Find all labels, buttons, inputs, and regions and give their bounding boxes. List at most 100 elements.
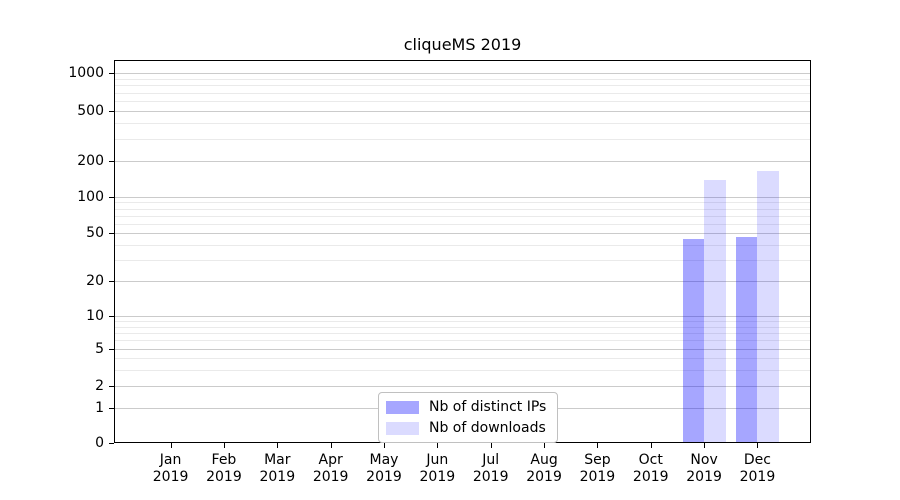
x-tick-year: 2019 — [686, 469, 722, 485]
gridline-major — [114, 349, 811, 350]
x-tick-label-aug: Aug 2019 — [512, 452, 576, 486]
legend-swatch-downloads — [386, 421, 419, 435]
gridline-minor — [114, 78, 811, 80]
x-tick-month: Mar — [264, 452, 291, 468]
x-tick-year: 2019 — [206, 469, 242, 485]
x-tick-year: 2019 — [366, 469, 402, 485]
y-tick-label: 100 — [77, 189, 104, 205]
gridline-major — [114, 316, 811, 317]
y-tick-label: 10 — [86, 308, 104, 324]
x-tick-label-jun: Jun 2019 — [405, 452, 469, 486]
x-tick-year: 2019 — [526, 469, 562, 485]
legend: Nb of distinct IPs Nb of downloads — [378, 392, 559, 443]
y-tick-label: 5 — [95, 341, 104, 357]
gridline-minor — [114, 92, 811, 94]
y-tick-mark — [109, 316, 114, 317]
gridline-minor — [114, 244, 811, 246]
x-tick-label-feb: Feb 2019 — [192, 452, 256, 486]
axis-spine-left — [114, 60, 115, 443]
bar-dec-distinct-ips — [735, 237, 758, 443]
gridline-minor — [114, 85, 811, 87]
x-tick-mark — [384, 443, 385, 448]
y-tick-mark — [109, 408, 114, 409]
gridline-minor — [114, 215, 811, 217]
gridline-major — [114, 233, 811, 234]
y-tick-mark — [109, 349, 114, 350]
gridline-minor — [114, 369, 811, 371]
y-tick-mark — [109, 111, 114, 112]
x-tick-label-oct: Oct 2019 — [619, 452, 683, 486]
x-tick-label-jan: Jan 2019 — [139, 452, 203, 486]
x-tick-label-may: May 2019 — [352, 452, 416, 486]
x-tick-year: 2019 — [579, 469, 616, 485]
x-tick-mark — [544, 443, 546, 448]
y-tick-mark — [109, 281, 114, 282]
gridline-minor — [114, 332, 811, 334]
gridline-major — [114, 73, 811, 74]
x-tick-year: 2019 — [152, 469, 189, 485]
x-tick-month: Feb — [211, 452, 237, 468]
y-tick-mark — [109, 161, 114, 162]
x-tick-mark — [650, 443, 652, 448]
gridline-minor — [114, 123, 811, 125]
y-tick-mark — [109, 197, 114, 198]
x-tick-month: Jun — [426, 452, 449, 468]
x-tick-month: Oct — [638, 452, 663, 468]
x-tick-mark — [277, 443, 279, 448]
legend-item-distinct-ips: Nb of distinct IPs — [386, 399, 546, 415]
y-tick-label: 20 — [86, 273, 104, 289]
gridline-major — [114, 197, 811, 198]
x-tick-year: 2019 — [419, 469, 456, 485]
y-tick-label: 500 — [77, 103, 104, 119]
x-tick-mark — [330, 443, 332, 448]
x-tick-year: 2019 — [632, 469, 669, 485]
x-tick-label-apr: Apr 2019 — [299, 452, 363, 486]
axis-spine-right — [810, 60, 811, 443]
x-tick-month: May — [369, 452, 399, 468]
y-tick-mark — [109, 386, 114, 387]
x-tick-month: Nov — [690, 452, 718, 468]
gridline-minor — [114, 259, 811, 261]
y-tick-label: 0 — [95, 435, 104, 451]
legend-label-downloads: Nb of downloads — [429, 420, 546, 436]
gridline-major — [114, 386, 811, 387]
y-tick-mark — [109, 443, 114, 444]
x-tick-month: Jul — [482, 452, 500, 468]
gridline-minor — [114, 340, 811, 342]
gridline-major — [114, 281, 811, 282]
x-tick-mark — [704, 443, 706, 448]
bar-dec-downloads — [757, 170, 779, 443]
gridline-minor — [114, 101, 811, 102]
legend-label-distinct-ips: Nb of distinct IPs — [429, 399, 547, 415]
gridline-minor — [114, 202, 811, 204]
x-tick-year: 2019 — [259, 469, 296, 485]
y-tick-label: 1000 — [68, 65, 104, 81]
gridline-minor — [114, 223, 811, 225]
x-tick-mark — [223, 443, 225, 448]
x-tick-label-sep: Sep 2019 — [565, 452, 629, 486]
x-tick-month: Apr — [318, 452, 343, 468]
bar-nov-downloads — [704, 180, 726, 443]
x-tick-year: 2019 — [739, 469, 776, 485]
y-tick-label: 200 — [77, 153, 104, 169]
x-tick-mark — [757, 443, 759, 448]
chart-title: cliqueMS 2019 — [403, 35, 522, 54]
axis-spine-top — [114, 60, 811, 61]
gridline-minor — [114, 326, 811, 328]
x-tick-label-dec: Dec 2019 — [725, 452, 789, 486]
x-tick-mark — [597, 443, 599, 448]
y-tick-label: 50 — [86, 225, 104, 241]
x-tick-mark — [170, 443, 172, 448]
y-tick-mark — [109, 233, 114, 234]
x-tick-month: Dec — [743, 452, 771, 468]
x-tick-month: Jan — [159, 452, 182, 468]
x-tick-month: Aug — [530, 452, 558, 468]
plot-area — [114, 60, 811, 443]
x-tick-label-nov: Nov 2019 — [672, 452, 736, 486]
x-tick-mark — [490, 443, 492, 448]
y-tick-mark — [109, 73, 114, 74]
legend-swatch-distinct-ips — [386, 400, 419, 414]
gridline-major — [114, 161, 811, 162]
y-tick-label: 2 — [95, 378, 104, 394]
gridline-minor — [114, 138, 811, 140]
